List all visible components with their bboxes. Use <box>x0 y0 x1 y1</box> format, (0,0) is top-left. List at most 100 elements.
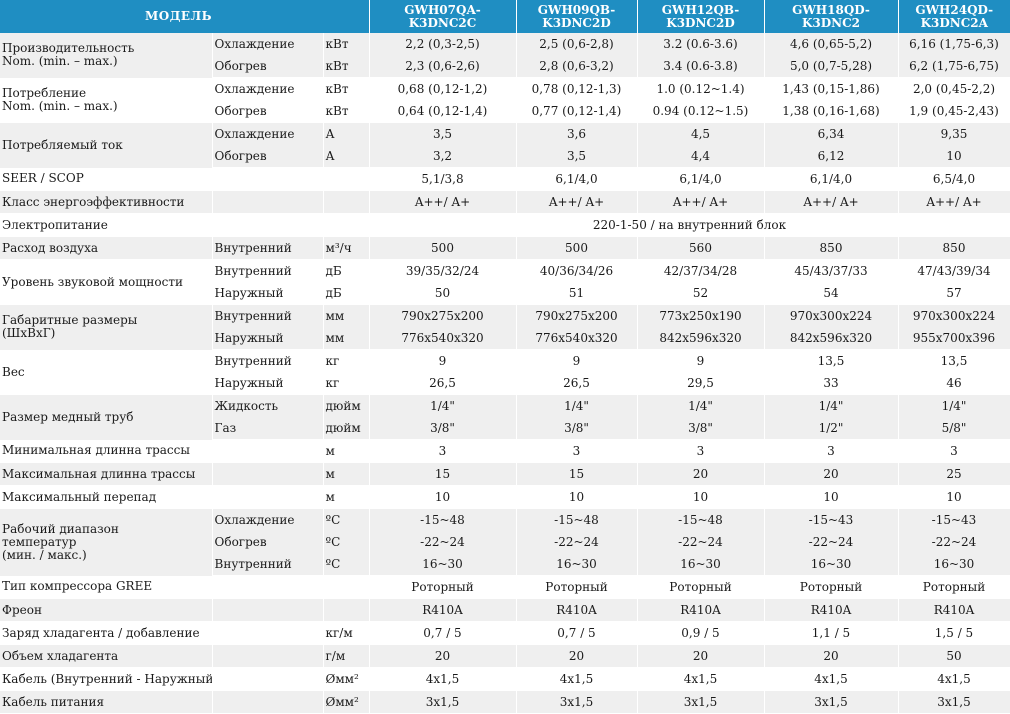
value-cell: 42/37/34/28 <box>637 259 765 282</box>
compressor-type-label: Тип компрессора GREE <box>0 575 213 599</box>
pipe-size-label: Размер медный труб <box>0 394 213 440</box>
value-cell: 850 <box>764 236 899 260</box>
value-cell: R410A <box>516 598 638 622</box>
value-cell: 2,5 (0,6-2,8) <box>516 33 638 55</box>
mode-cell <box>212 439 324 463</box>
value-cell: 1,5 / 5 <box>898 621 1010 645</box>
mode-cell: Охлаждение <box>212 77 324 100</box>
mode-cell: Жидкость <box>212 394 324 417</box>
model-name-line: GWH12QB- <box>661 2 740 17</box>
value-cell: 25 <box>898 462 1010 486</box>
value-cell: 4x1,5 <box>637 667 765 691</box>
value-cell: 3,6 <box>516 122 638 145</box>
mode-cell: Охлаждение <box>212 508 324 531</box>
refrigerant-label: Фреон <box>0 598 213 622</box>
value-cell: 3x1,5 <box>764 690 899 714</box>
value-cell: 1/4" <box>764 394 899 417</box>
value-cell: Роторный <box>516 575 638 599</box>
mode-cell <box>212 213 324 237</box>
value-cell: -15~48 <box>369 508 517 531</box>
unit-cell: кг <box>323 372 370 395</box>
param-label-line: температур <box>2 534 77 549</box>
param-label-line: Потребляемый ток <box>2 137 123 152</box>
unit-cell: Øмм² <box>323 690 370 714</box>
mode-cell: Внутренний <box>212 304 324 327</box>
temp-range-row: Рабочий диапазон температур (мин. / макс.… <box>0 508 1010 576</box>
dimensions-row: Габаритные размеры (ШхВхГ) Внутренний мм 790… <box>0 304 1010 350</box>
mode-cell <box>212 621 324 645</box>
power-consumption-row: Потребление Nom. (min. – max.) Охлаждение к… <box>0 77 1010 123</box>
mode-cell: Охлаждение <box>212 33 324 55</box>
value-cell: 10 <box>637 485 765 509</box>
value-cell: 10 <box>516 485 638 509</box>
value-cell: 955x700x396 <box>898 327 1010 350</box>
temp-range-row: Обогрев ºС -22~24 -22~24 -22~24 -22~24 -22~24 <box>0 531 1010 553</box>
model-name-4: GWH18QD- K3DNC2 <box>764 0 899 33</box>
value-cell: -22~24 <box>898 531 1010 553</box>
value-cell: 1,43 (0,15-1,86) <box>764 77 899 100</box>
value-cell: 3x1,5 <box>369 690 517 714</box>
value-cell: 33 <box>764 372 899 395</box>
model-name-1: GWH07QA- K3DNC2C <box>369 0 517 33</box>
value-cell: 0,78 (0,12-1,3) <box>516 77 638 100</box>
value-cell: A++/ A+ <box>637 190 765 214</box>
airflow-label: Расход воздуха <box>0 236 213 260</box>
unit-cell: А <box>323 122 370 145</box>
value-cell: 5,1/3,8 <box>369 167 517 191</box>
temp-range-row: Внутренний ºС 16~30 16~30 16~30 16~30 16~30 <box>0 553 1010 576</box>
mode-cell: Обогрев <box>212 55 324 78</box>
value-cell: 3x1,5 <box>637 690 765 714</box>
value-cell: 2,3 (0,6-2,6) <box>369 55 517 78</box>
value-cell: 0,68 (0,12-1,2) <box>369 77 517 100</box>
value-cell: -22~24 <box>516 531 638 553</box>
param-label-line: Рабочий диапазон <box>2 521 119 536</box>
value-cell: 776x540x320 <box>369 327 517 350</box>
value-cell: A++/ A+ <box>898 190 1010 214</box>
value-cell: 16~30 <box>764 553 899 576</box>
value-cell: 5/8" <box>898 417 1010 440</box>
value-cell: 20 <box>764 462 899 486</box>
refrigerant-row: Фреон R410A R410A R410A R410A R410A <box>0 598 1010 622</box>
value-cell: 57 <box>898 282 1010 305</box>
value-cell: -15~43 <box>764 508 899 531</box>
mode-cell <box>212 575 324 599</box>
param-label-line: Nom. (min. – max.) <box>2 54 118 69</box>
value-cell: 6,1/4,0 <box>637 167 765 191</box>
value-cell: 9,35 <box>898 122 1010 145</box>
unit-cell: кВт <box>323 55 370 78</box>
value-cell: 1/4" <box>637 394 765 417</box>
current-row: Обогрев А 3,2 3,5 4,4 6,12 10 <box>0 145 1010 168</box>
param-label-line: Уровень звуковой мощности <box>2 274 183 289</box>
param-label-line: Nom. (min. – max.) <box>2 99 118 113</box>
value-cell: 10 <box>764 485 899 509</box>
value-cell: 1.0 (0.12~1.4) <box>637 77 765 100</box>
max-height-row: Максимальный перепад м 10 10 10 10 10 <box>0 485 1010 509</box>
current-row: Потребляемый ток Охлаждение А 3,5 3,6 4,5 6,34… <box>0 122 1010 168</box>
value-cell: 4,6 (0,65-5,2) <box>764 33 899 55</box>
power-consumption-row: Обогрев кВт 0,64 (0,12-1,4) 0,77 (0,12-1,4)… <box>0 100 1010 123</box>
header-row: МОДЕЛЬ GWH07QA- K3DNC2C GWH09QB- K3DNC2D GWH1… <box>0 0 1010 33</box>
unit-cell: мм <box>323 304 370 327</box>
unit-cell: дюйм <box>323 394 370 417</box>
seer-scop-row: SEER / SCOP 5,1/3,8 6,1/4,0 6,1/4,0 6,1/4,0 6… <box>0 167 1010 191</box>
value-cell: -22~24 <box>369 531 517 553</box>
value-cell: 5,0 (0,7-5,28) <box>764 55 899 78</box>
unit-cell: м³/ч <box>323 236 370 260</box>
interconnect-cable-row: Кабель (Внутренний - Наружный) Øмм² 4x1,5 4… <box>0 667 1010 691</box>
value-cell: 26,5 <box>516 372 638 395</box>
mode-cell: Внутренний <box>212 236 324 260</box>
value-cell: 1,9 (0,45-2,43) <box>898 100 1010 123</box>
power-supply-row: Электропитание 220-1-50 / на внутренний б… <box>0 213 1010 237</box>
energy-class-label: Класс энергоэффективности <box>0 190 213 214</box>
model-name-3: GWH12QB- K3DNC2D <box>637 0 765 33</box>
dimensions-label: Габаритные размеры (ШхВхГ) <box>0 304 213 350</box>
value-cell: 20 <box>637 644 765 668</box>
model-name-line: K3DNC2D <box>666 15 735 30</box>
mode-cell <box>212 462 324 486</box>
param-label-line: Потребление <box>2 86 87 100</box>
model-name-line: K3DNC2A <box>920 15 988 30</box>
value-cell: 4,4 <box>637 145 765 168</box>
value-cell: 20 <box>516 644 638 668</box>
interconnect-cable-label: Кабель (Внутренний - Наружный) <box>0 667 213 691</box>
refrigerant-volume-row: Объем хладагента г/м 20 20 20 20 50 <box>0 644 1010 668</box>
